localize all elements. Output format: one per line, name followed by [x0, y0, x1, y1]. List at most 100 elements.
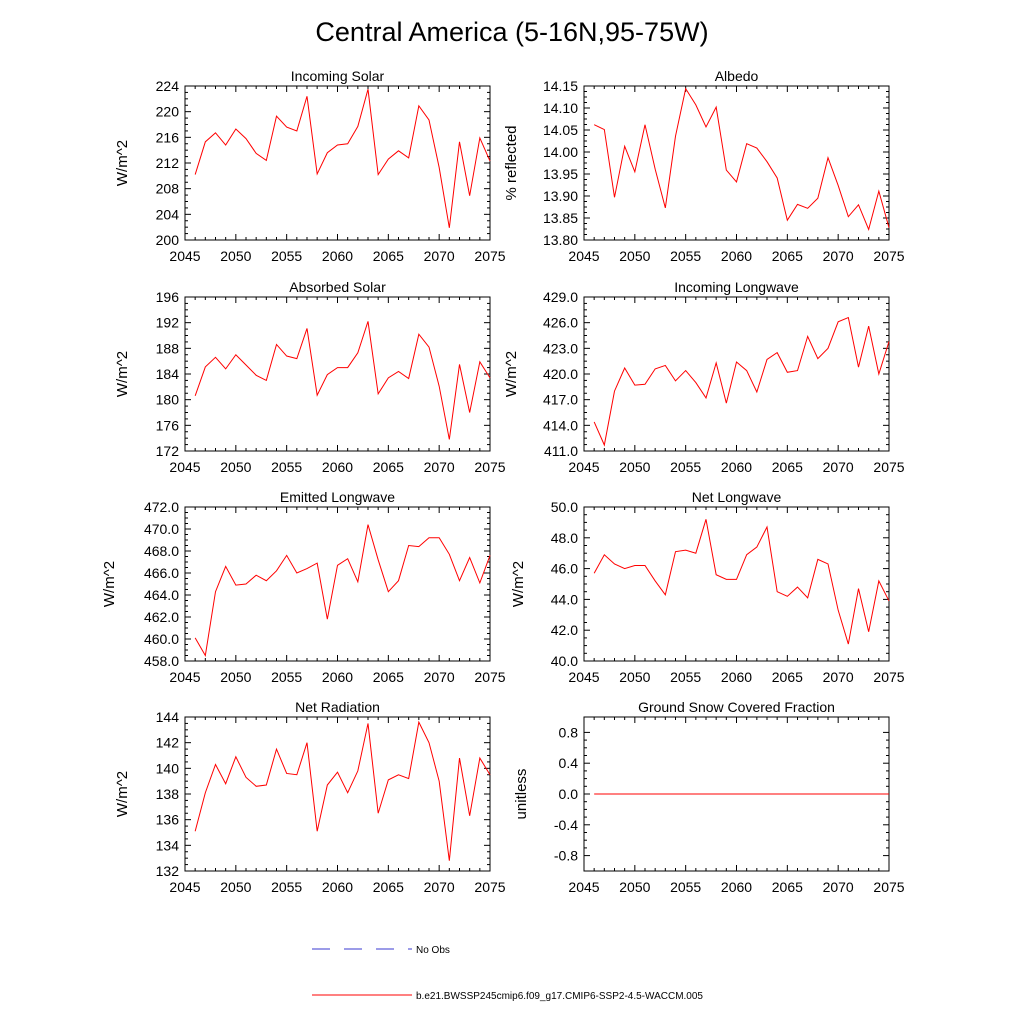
x-tick-label: 2060 — [721, 459, 752, 475]
x-tick-label: 2055 — [670, 459, 701, 475]
y-tick-label: 462.0 — [144, 609, 179, 625]
y-tick-label: 204 — [156, 206, 180, 222]
y-tick-label: 14.15 — [543, 78, 578, 94]
x-tick-label: 2075 — [474, 669, 505, 685]
x-tick-label: 2070 — [823, 879, 854, 895]
legend-label-model: b.e21.BWSSP245cmip6.f09_g17.CMIP6-SSP2-4… — [416, 991, 703, 1002]
y-tick-label: 184 — [156, 366, 180, 382]
y-tick-label: 176 — [156, 417, 180, 433]
x-tick-label: 2060 — [721, 879, 752, 895]
y-tick-label: 460.0 — [144, 631, 179, 647]
panel-title: Ground Snow Covered Fraction — [638, 699, 835, 715]
y-axis-label: W/m^2 — [114, 351, 131, 397]
panel-2: Albedo % reflected 2045 2050 2055 2060 2065 207… — [503, 68, 905, 264]
x-tick-label: 2045 — [169, 459, 200, 475]
y-tick-label: 13.80 — [543, 232, 578, 248]
plot-frame — [184, 296, 491, 452]
x-tick-label: 2045 — [568, 879, 599, 895]
x-tick-label: 2065 — [373, 879, 404, 895]
x-tick-label: 2055 — [271, 669, 302, 685]
y-tick-label: 138 — [156, 786, 180, 802]
y-tick-label: 172 — [156, 443, 180, 459]
y-tick-label: 134 — [156, 837, 180, 853]
plot-frame — [184, 85, 491, 241]
y-tick-label: 140 — [156, 760, 180, 776]
x-tick-label: 2055 — [271, 459, 302, 475]
x-tick-label: 2075 — [474, 248, 505, 264]
x-tick-label: 2050 — [619, 248, 650, 264]
legend: No Obs b.e21.BWSSP245cmip6.f09_g17.CMIP6… — [312, 945, 703, 1002]
panel-8: Ground Snow Covered Fraction unitless 2045… — [513, 699, 905, 895]
x-tick-label: 2070 — [823, 459, 854, 475]
x-tick-label: 2065 — [772, 248, 803, 264]
x-tick-label: 2060 — [322, 248, 353, 264]
x-tick-label: 2050 — [619, 669, 650, 685]
x-tick-label: 2055 — [670, 879, 701, 895]
x-tick-label: 2060 — [322, 459, 353, 475]
x-tick-label: 2055 — [271, 879, 302, 895]
x-tick-label: 2070 — [424, 248, 455, 264]
x-tick-label: 2070 — [424, 879, 455, 895]
panel-title: Incoming Solar — [291, 68, 385, 84]
plot-frame — [583, 506, 890, 662]
y-tick-label: 144 — [156, 709, 180, 725]
x-tick-label: 2075 — [873, 669, 904, 685]
y-tick-label: 423.0 — [543, 340, 578, 356]
panel-title: Incoming Longwave — [674, 279, 799, 295]
panel-title: Albedo — [715, 68, 759, 84]
x-tick-label: 2075 — [873, 248, 904, 264]
panel-title: Net Radiation — [295, 699, 380, 715]
y-tick-label: 417.0 — [543, 392, 578, 408]
y-tick-label: 46.0 — [551, 561, 578, 577]
panel-7: Net Radiation W/m^2 2045 2050 2055 2060 2065 20… — [114, 699, 506, 895]
x-tick-label: 2065 — [373, 669, 404, 685]
y-tick-label: 0.4 — [559, 755, 579, 771]
x-tick-label: 2065 — [373, 248, 404, 264]
y-tick-label: 208 — [156, 181, 180, 197]
y-tick-label: 464.0 — [144, 587, 179, 603]
panel-title: Net Longwave — [692, 489, 782, 505]
panels: Incoming Solar W/m^2 2045 2050 2055 2060 2065 2… — [101, 68, 905, 895]
plot-frame — [184, 716, 491, 872]
y-tick-label: 468.0 — [144, 543, 179, 559]
y-tick-label: 0.0 — [559, 786, 579, 802]
series-line-1 — [194, 321, 491, 440]
y-tick-label: 429.0 — [543, 289, 578, 305]
y-axis-label: W/m^2 — [503, 351, 520, 397]
y-tick-label: 180 — [156, 392, 180, 408]
y-tick-label: 426.0 — [543, 315, 578, 331]
y-tick-label: 40.0 — [551, 653, 578, 669]
y-tick-label: 13.95 — [543, 166, 578, 182]
x-tick-label: 2045 — [568, 669, 599, 685]
y-tick-label: 192 — [156, 315, 180, 331]
y-tick-label: 14.05 — [543, 122, 578, 138]
x-tick-label: 2065 — [772, 669, 803, 685]
panel-3: Absorbed Solar W/m^2 2045 2050 2055 2060 2065 2… — [114, 279, 506, 475]
y-tick-label: 196 — [156, 289, 180, 305]
y-tick-label: 13.85 — [543, 210, 578, 226]
y-tick-label: 414.0 — [543, 417, 578, 433]
y-tick-label: 132 — [156, 863, 180, 879]
y-axis-label: W/m^2 — [114, 140, 131, 186]
x-tick-label: 2060 — [721, 669, 752, 685]
x-tick-label: 2070 — [823, 669, 854, 685]
x-tick-label: 2045 — [169, 879, 200, 895]
y-axis-label: W/m^2 — [510, 561, 527, 607]
y-tick-label: 216 — [156, 129, 180, 145]
y-tick-label: 472.0 — [144, 499, 179, 515]
x-tick-label: 2065 — [772, 879, 803, 895]
x-tick-label: 2050 — [220, 879, 251, 895]
x-tick-label: 2075 — [873, 879, 904, 895]
panel-4: Incoming Longwave W/m^2 2045 2050 2055 2060 20… — [503, 279, 905, 475]
y-tick-label: 0.8 — [559, 724, 579, 740]
y-tick-label: 411.0 — [544, 443, 578, 459]
y-tick-label: 13.90 — [543, 188, 578, 204]
panel-5: Emitted Longwave W/m^2 2045 2050 2055 2060 206… — [101, 489, 506, 685]
x-tick-label: 2075 — [474, 879, 505, 895]
x-tick-label: 2050 — [220, 248, 251, 264]
x-tick-label: 2070 — [424, 669, 455, 685]
y-tick-label: 188 — [156, 340, 180, 356]
x-tick-label: 2060 — [322, 879, 353, 895]
y-axis-label: % reflected — [503, 125, 520, 200]
y-tick-label: 224 — [156, 78, 180, 94]
